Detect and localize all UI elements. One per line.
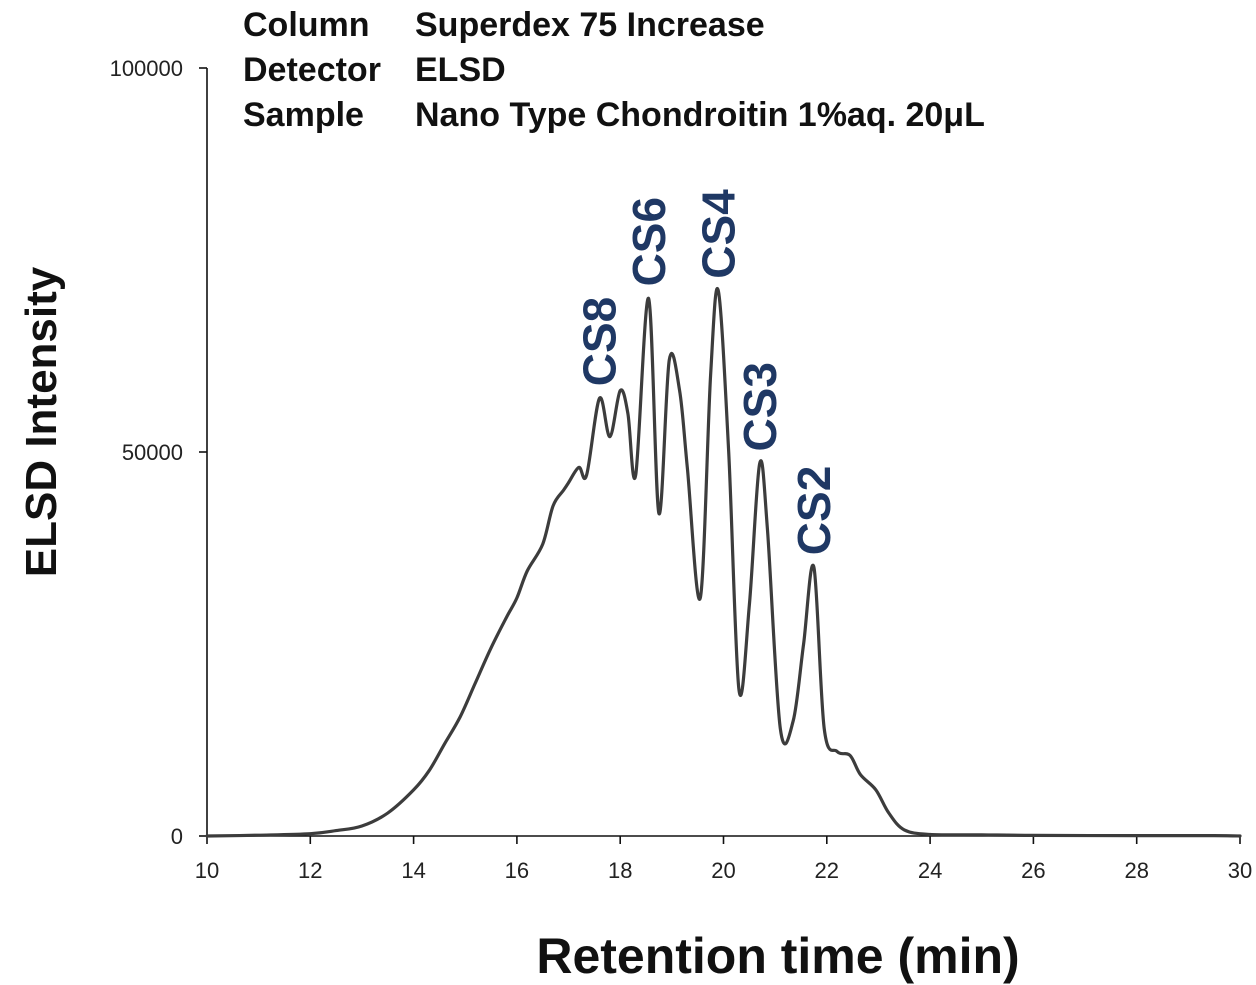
x-axis-label: Retention time (min) — [536, 928, 1020, 984]
y-tick-label: 100000 — [110, 56, 183, 81]
x-tick-label: 16 — [505, 858, 529, 883]
info-line-sample: Sample Nano Type Chondroitin 1%aq. 20μL — [243, 98, 985, 132]
info-value-detector: ELSD — [415, 51, 506, 89]
info-key-detector: Detector — [243, 51, 381, 89]
info-key-column: Column — [243, 6, 370, 44]
peak-label: CS8 — [574, 297, 626, 386]
y-tick-label: 0 — [171, 824, 183, 849]
x-tick-label: 10 — [195, 858, 219, 883]
series-line — [205, 287, 1242, 838]
x-tick-label: 22 — [815, 858, 839, 883]
x-tick-label: 30 — [1228, 858, 1252, 883]
y-axis-label: ELSD Intensity — [17, 266, 66, 578]
info-value-column: Superdex 75 Increase — [415, 6, 765, 44]
x-tick-label: 28 — [1124, 858, 1148, 883]
info-key-sample: Sample — [243, 96, 364, 134]
peak-label: CS6 — [623, 197, 675, 286]
info-line-column: Column Superdex 75 Increase — [243, 8, 765, 42]
y-tick-label: 50000 — [122, 440, 183, 465]
info-value-sample: Nano Type Chondroitin 1%aq. 20μL — [415, 96, 985, 134]
x-tick-label: 14 — [401, 858, 425, 883]
x-tick-label: 18 — [608, 858, 632, 883]
x-tick-label: 26 — [1021, 858, 1045, 883]
peak-label: CS4 — [692, 189, 744, 279]
info-line-detector: Detector ELSD — [243, 53, 506, 87]
peak-label: CS3 — [734, 362, 786, 451]
x-tick-label: 20 — [711, 858, 735, 883]
x-tick-label: 12 — [298, 858, 322, 883]
chart-axes: 0 50000 100000 10 12 14 16 18 20 22 24 26 28 30 — [110, 56, 1253, 883]
x-tick-label: 24 — [918, 858, 942, 883]
peak-label: CS2 — [788, 466, 840, 555]
